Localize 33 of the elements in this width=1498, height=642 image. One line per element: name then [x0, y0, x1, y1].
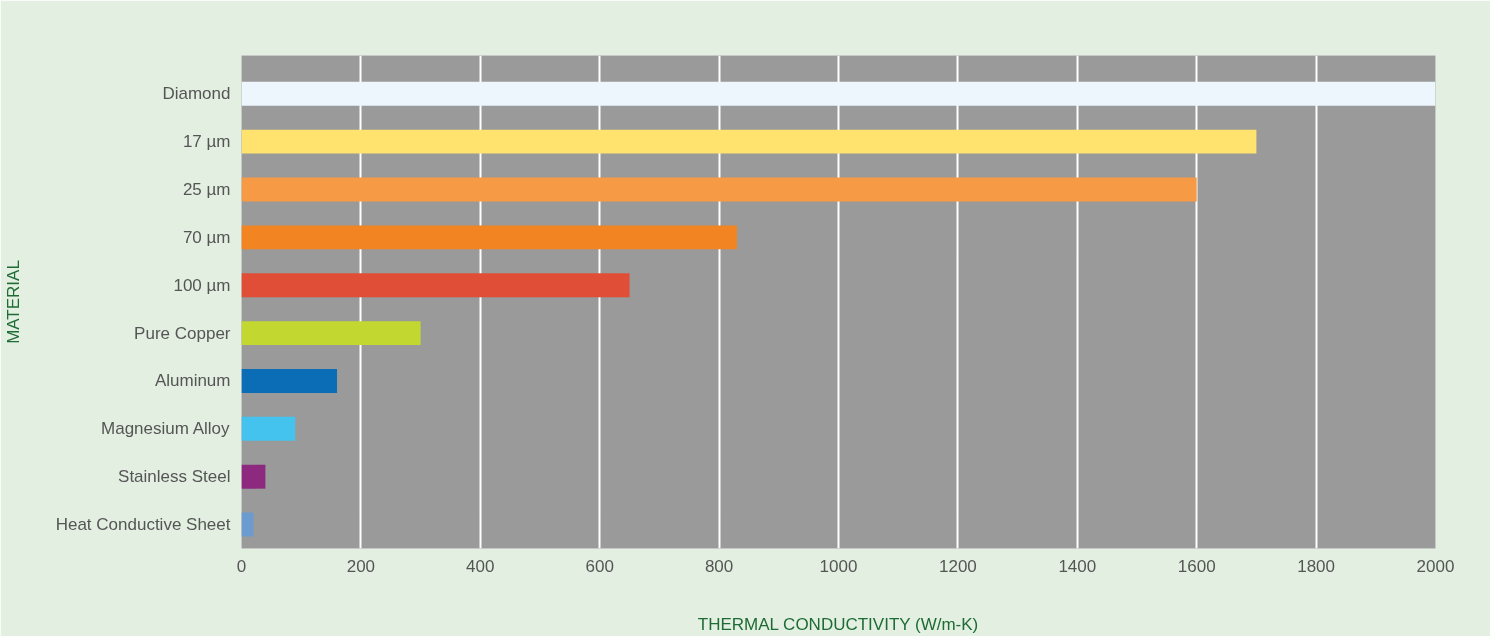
x-tick-label: 200	[346, 556, 376, 576]
x-tick-label: 1600	[1177, 556, 1216, 576]
y-tick-label: 70 µm	[182, 227, 231, 247]
bar	[241, 273, 630, 298]
y-axis-title: MATERIAL	[3, 260, 23, 344]
bar	[241, 129, 1257, 154]
bar	[241, 512, 254, 537]
x-tick-label: 1400	[1058, 556, 1097, 576]
x-tick-label: 400	[466, 556, 495, 576]
x-axis-title: THERMAL CONDUCTIVITY (W/m-K)	[697, 614, 979, 634]
bar	[241, 225, 738, 250]
bar	[241, 177, 1197, 202]
y-tick-label: Heat Conductive Sheet	[55, 515, 231, 535]
bar	[241, 81, 1436, 106]
x-tick-label: 600	[585, 556, 614, 576]
y-tick-label: 25 µm	[182, 180, 231, 200]
x-tick-label: 0	[236, 556, 247, 576]
x-tick-label: 1000	[819, 556, 858, 576]
x-tick-label: 800	[704, 556, 734, 576]
x-tick-label: 1800	[1297, 556, 1336, 576]
bar	[241, 321, 421, 346]
y-tick-label: 17 µm	[182, 132, 231, 152]
y-tick-label: Diamond	[162, 84, 231, 104]
bar	[241, 369, 338, 393]
y-tick-label: Pure Copper	[134, 323, 231, 343]
bar	[241, 416, 296, 441]
y-tick-label: Magnesium Alloy	[101, 419, 231, 439]
x-tick-label: 1200	[938, 556, 977, 576]
y-tick-label: 100 µm	[173, 275, 231, 295]
bar	[241, 464, 266, 489]
y-tick-label: Stainless Steel	[118, 467, 231, 487]
x-tick-label: 2000	[1416, 556, 1455, 576]
y-tick-label: Aluminum	[154, 371, 231, 391]
